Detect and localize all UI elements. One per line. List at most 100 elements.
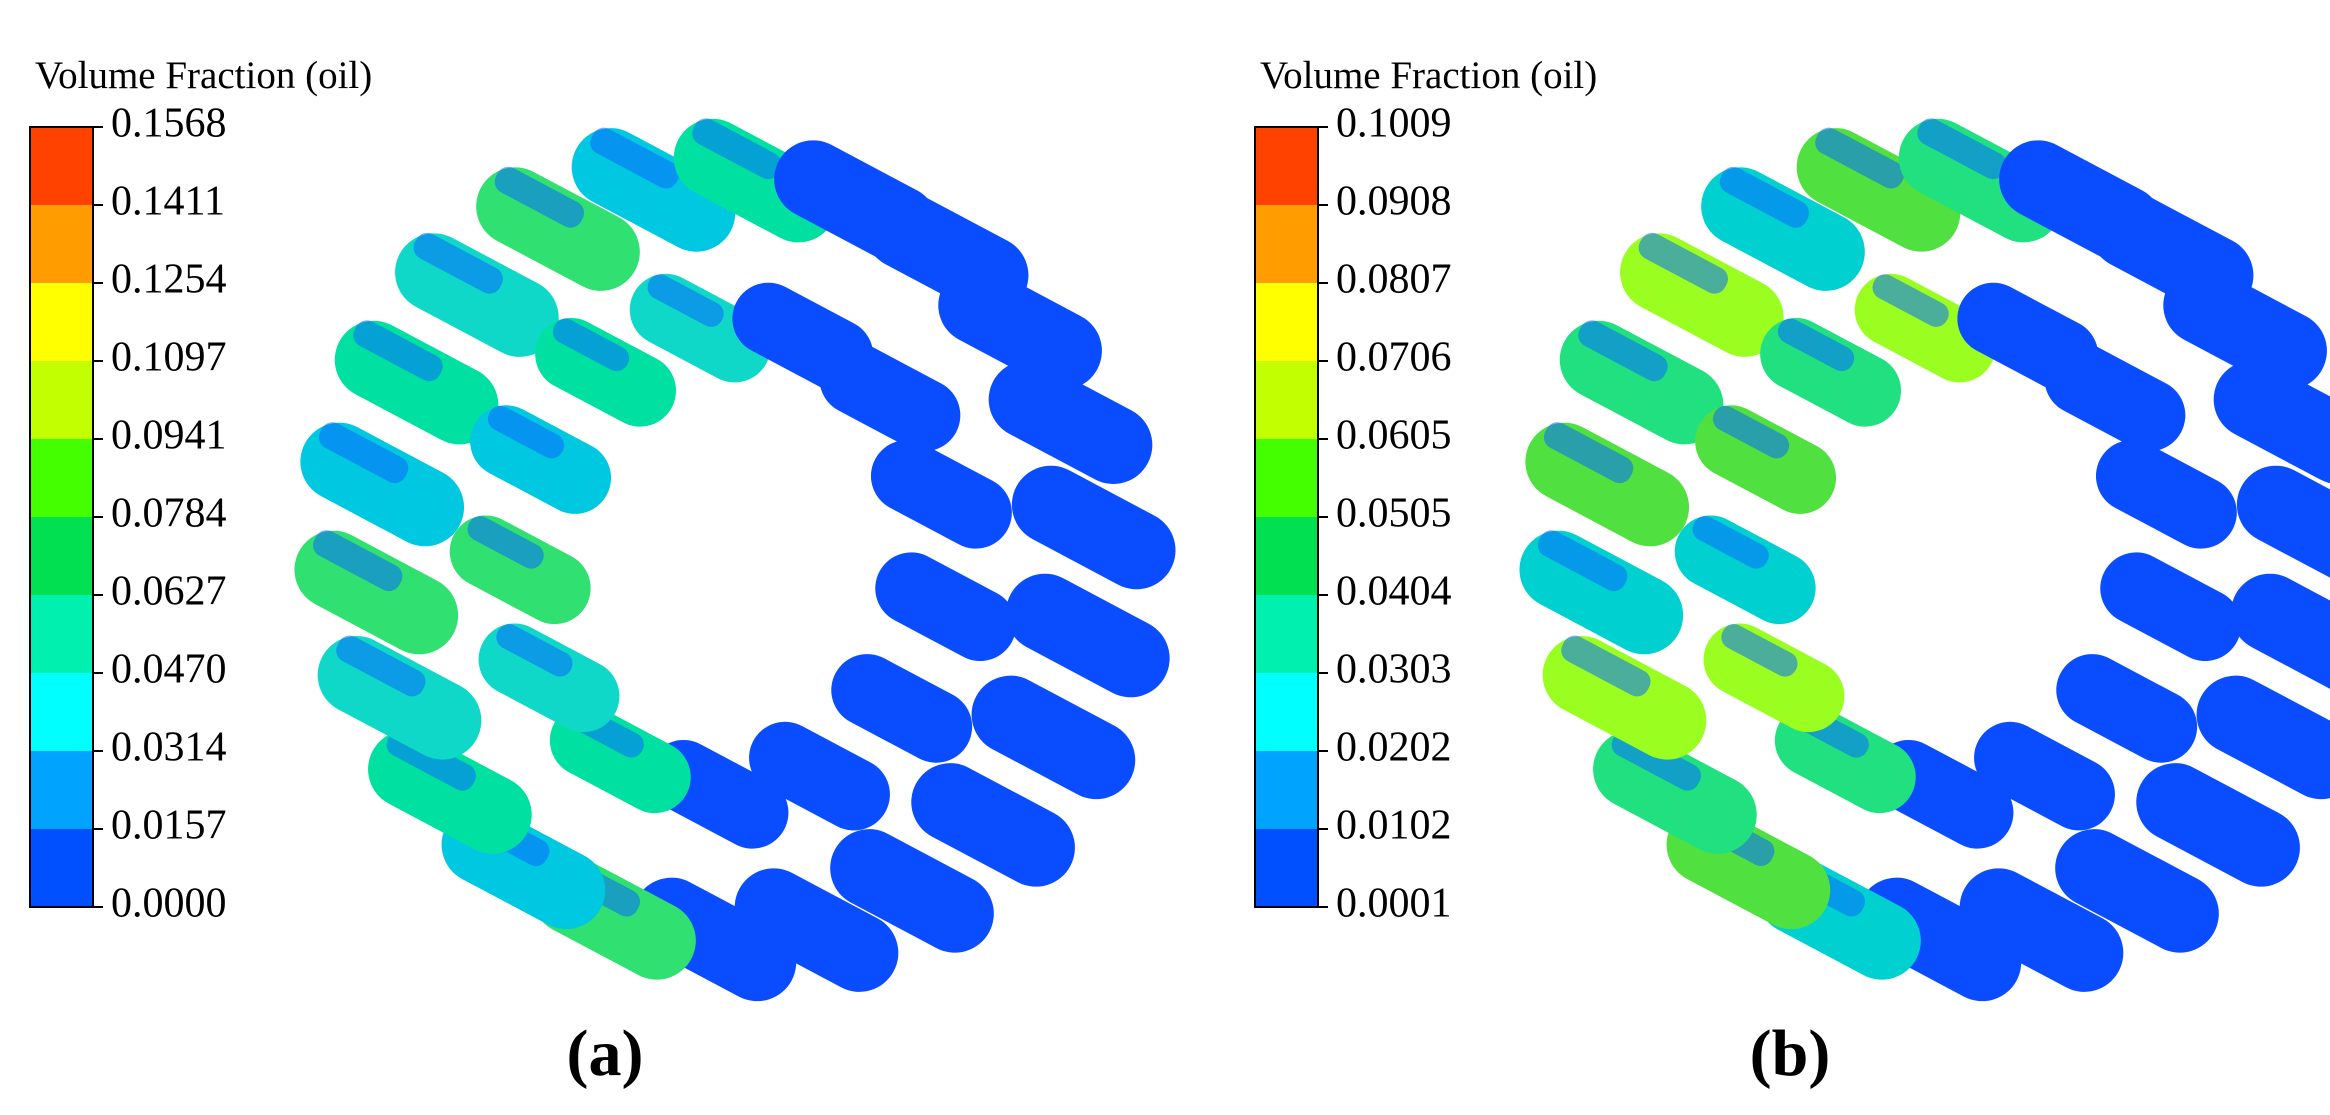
roller-shade — [1872, 274, 1949, 327]
roller-shade — [1917, 118, 2007, 180]
caption: (a) — [567, 1017, 644, 1090]
roller-shade — [336, 635, 426, 697]
roller-shade — [1721, 624, 1798, 677]
roller-shade — [1692, 516, 1769, 569]
roller — [1559, 320, 1724, 445]
roller-shade — [487, 405, 565, 459]
roller — [1959, 868, 2124, 992]
roller — [571, 127, 736, 252]
roller — [1974, 721, 2115, 831]
tick-label: 0.0627 — [111, 569, 227, 615]
roller-shade — [1561, 635, 1651, 697]
colorbar-segment — [30, 517, 93, 596]
roller — [395, 232, 559, 357]
colorbar-segment — [30, 439, 93, 518]
tick-label: 0.0505 — [1336, 491, 1452, 537]
roller — [334, 320, 499, 445]
roller-shade — [353, 320, 443, 382]
roller — [911, 763, 1075, 887]
roller — [629, 273, 771, 383]
roller — [2236, 465, 2330, 590]
tick-label: 0.0102 — [1336, 803, 1452, 849]
roller-body — [2163, 266, 2327, 390]
tick-label: 0.0157 — [111, 803, 227, 849]
roller-ring — [294, 118, 1176, 1002]
roller-body — [2236, 465, 2330, 590]
roller — [2056, 654, 2198, 763]
roller-body — [2196, 675, 2330, 800]
colorbar-segment — [30, 127, 93, 206]
roller-body — [831, 654, 973, 763]
roller — [1674, 515, 1816, 625]
roller — [449, 515, 591, 625]
roller-body — [1974, 721, 2115, 831]
colorbar-segment — [1255, 205, 1318, 284]
roller-body — [734, 868, 899, 992]
roller-body — [870, 439, 1012, 549]
colorbar-segment — [30, 361, 93, 440]
roller-body — [830, 829, 994, 953]
roller-body — [749, 721, 890, 831]
roller-body — [1005, 573, 1170, 698]
colorbar-segment — [30, 673, 93, 752]
roller — [1796, 127, 1961, 252]
roller-shade — [692, 118, 782, 180]
roller — [830, 829, 994, 953]
tick-label: 0.1568 — [111, 101, 227, 147]
roller-body — [819, 342, 961, 452]
roller-body — [2213, 360, 2330, 484]
roller — [819, 342, 961, 452]
roller-shade — [467, 516, 544, 569]
roller — [470, 405, 612, 514]
roller — [734, 868, 899, 992]
colorbar-segment — [1255, 751, 1318, 830]
roller — [870, 439, 1012, 549]
tick-label: 0.1254 — [111, 257, 227, 303]
roller-body — [2136, 763, 2300, 887]
colorbar-segment — [1255, 517, 1318, 596]
colorbar-segment — [30, 829, 93, 908]
roller-shade — [313, 530, 403, 592]
roller-body — [875, 552, 1017, 662]
tick-label: 0.0404 — [1336, 569, 1452, 615]
tick-label: 0.1097 — [111, 335, 227, 381]
roller — [1701, 166, 1865, 291]
roller — [831, 654, 973, 763]
colorbar-segment — [30, 205, 93, 284]
panel: Volume Fraction (oil)0.1009 0.0908 0.0807 0… — [1254, 54, 2330, 1090]
tick-label: 0.0941 — [111, 413, 227, 459]
colorbar-segment — [1255, 283, 1318, 362]
roller-shade — [1815, 127, 1905, 189]
roller — [2136, 763, 2300, 887]
roller — [1542, 635, 1707, 760]
roller — [535, 317, 677, 427]
roller-shade — [1719, 166, 1810, 228]
tick-label: 0.0001 — [1336, 881, 1452, 927]
colorbar-segment — [30, 283, 93, 362]
roller-shade — [494, 166, 585, 228]
roller — [317, 635, 482, 760]
roller-shade — [1777, 318, 1855, 372]
colorbar-segment — [1255, 361, 1318, 440]
roller — [2213, 360, 2330, 484]
roller — [478, 623, 620, 733]
roller — [1005, 573, 1170, 698]
roller-body — [1011, 465, 1176, 590]
roller-body — [2044, 342, 2186, 452]
roller — [1620, 232, 1784, 357]
roller — [749, 721, 890, 831]
roller — [476, 166, 640, 291]
roller — [2055, 829, 2219, 953]
roller-body — [2055, 829, 2219, 953]
roller-body — [2230, 573, 2330, 698]
roller-shade — [1578, 320, 1668, 382]
colorbar-segment — [1255, 829, 1318, 908]
tick-label: 0.0784 — [111, 491, 227, 537]
roller — [294, 530, 459, 655]
roller-body — [2056, 654, 2198, 763]
roller — [1695, 405, 1837, 514]
tick-label: 0.0202 — [1336, 725, 1452, 771]
tick-label: 0.0314 — [111, 725, 227, 771]
roller-body — [2100, 552, 2242, 662]
